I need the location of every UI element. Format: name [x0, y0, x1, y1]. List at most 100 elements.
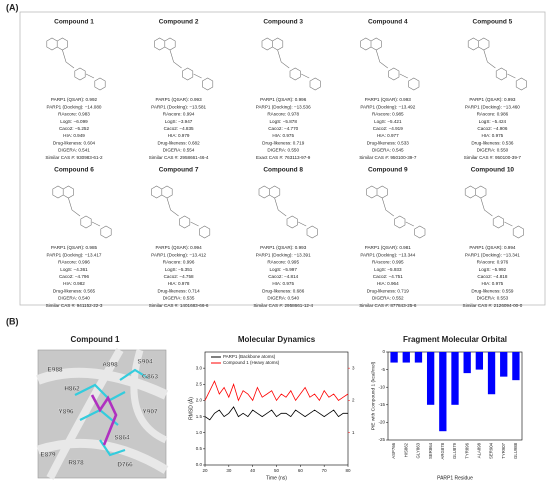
series-line: [204, 380, 349, 402]
structure: [154, 37, 214, 91]
y-tick-label: 2.0: [196, 398, 203, 403]
property: HIA: 0.949: [63, 133, 85, 138]
y-axis-label: RMSD (Å): [187, 397, 194, 420]
property: RAscore: 0.985: [372, 112, 404, 117]
property: Caco2: −4.796: [59, 274, 89, 279]
property: HIA: 0.979: [168, 133, 190, 138]
property: PARP1 (QSAR): 0.981: [365, 245, 412, 250]
property: Caco2: −4.814: [268, 274, 298, 279]
compound-title: Compound 8: [263, 167, 303, 174]
property: DIGERA: 0.552: [372, 296, 404, 301]
property: RAscore: 0.976: [477, 260, 509, 265]
x-tick-label: 80: [345, 468, 351, 473]
property: Similar CAS #: 2126094-00-0: [463, 303, 523, 308]
subpanel-title: Fragment Molecular Orbital: [403, 335, 507, 344]
property: LogS: −6.099: [60, 119, 88, 124]
compound-title: Compound 10: [471, 167, 515, 174]
x-tick-label: 50: [274, 468, 280, 473]
property: RAscore: 0.983: [58, 112, 90, 117]
property: Caco2: −5.252: [59, 126, 89, 131]
property: Caco2: −4.906: [477, 126, 507, 131]
x-tick-label: GLU879: [452, 442, 457, 459]
property: RAscore: 0.986: [477, 112, 509, 117]
residue-label: Y896: [58, 409, 74, 416]
compound-title: Compound 3: [263, 19, 303, 26]
x-axis-label: PARP1 Residue: [437, 475, 473, 481]
property: DIGERA: 0.540: [267, 296, 299, 301]
property: Caco2: −4.751: [373, 274, 403, 279]
property: DIGERA: 0.550: [477, 148, 509, 153]
y-axis-label: PIE with Compound 1 (kcal/mol): [370, 361, 376, 430]
property: Drug-likeness: 0.565: [53, 288, 96, 293]
property: PARP1 (QSAR): 0.985: [51, 245, 98, 250]
property: Caco2: −4.919: [373, 126, 403, 131]
property: PARP1 (Docking): −13.536: [256, 104, 311, 109]
property: HIA: 0.975: [482, 281, 504, 286]
property: DIGERA: 0.545: [372, 148, 404, 153]
ligand: [90, 394, 118, 446]
x-tick-label: TYR896: [464, 442, 469, 458]
property: PARP1 (QSAR): 0.993: [469, 97, 516, 102]
bar: [500, 352, 508, 377]
x-tick-label: ALA898: [477, 442, 482, 458]
y-tick-label: 1.0: [196, 430, 203, 435]
ribbon: [46, 348, 124, 480]
bar: [451, 352, 459, 405]
residue-label: S864: [114, 435, 130, 442]
residue-label: D766: [117, 462, 133, 469]
property: Drug-likeness: 0.686: [262, 288, 305, 293]
residue-label: A898: [102, 362, 118, 369]
property: DIGERA: 0.554: [163, 148, 195, 153]
property: DIGERA: 0.535: [163, 296, 195, 301]
residue-label: E988: [47, 367, 63, 374]
property: LogS: −4.361: [60, 267, 88, 272]
property: PARP1 (Docking): −13.412: [151, 252, 206, 257]
property: Caco2: −4.770: [268, 126, 298, 131]
property: Similar CAS #: 877843-25-6: [359, 303, 417, 308]
property: Drug-likeness: 0.559: [471, 288, 514, 293]
structure: [46, 37, 106, 91]
property: LogS: −5.878: [269, 119, 297, 124]
compound-title: Compound 5: [473, 19, 513, 26]
x-tick-label: GLU988: [513, 442, 518, 459]
property: Caco2: −4.758: [164, 274, 194, 279]
property: RAscore: 0.995: [267, 260, 299, 265]
x-tick-label: 70: [322, 468, 328, 473]
x-tick-label: TYR907: [501, 442, 506, 458]
x-tick-label: SER864: [428, 442, 433, 459]
x-tick-label: 60: [298, 468, 304, 473]
x-tick-label: HIS862: [403, 442, 408, 457]
property: Drug-likeness: 0.682: [158, 140, 201, 145]
y-tick-label: -10: [378, 384, 385, 389]
property: PARP1 (QSAR): 0.994: [156, 245, 203, 250]
structure: [467, 37, 527, 91]
property: HIA: 0.977: [377, 133, 399, 138]
y-tick-label: 1.5: [196, 414, 203, 419]
subpanel-title: Compound 1: [71, 335, 120, 344]
property: HIA: 0.975: [272, 281, 294, 286]
property: PARP1 (Docking): −14.080: [47, 104, 102, 109]
property: Similar CAS #: 1401683-66-6: [149, 303, 209, 308]
property: Drug-likeness: 0.604: [53, 140, 96, 145]
property: Caco2: −4.835: [164, 126, 194, 131]
property: Drug-likeness: 0.533: [367, 140, 410, 145]
property: Caco2: −4.818: [477, 274, 507, 279]
y-tick-label: -5: [381, 367, 385, 372]
property: LogS: −5.424: [479, 119, 507, 124]
property: HIA: 0.978: [168, 281, 190, 286]
property: DIGERA: 0.541: [58, 148, 90, 153]
property: DIGERA: 0.553: [477, 296, 509, 301]
panel-label: (B): [6, 316, 19, 326]
residue-label: R878: [68, 460, 84, 467]
structure: [258, 185, 318, 239]
ribbon: [36, 438, 169, 474]
residue-stick: [74, 383, 126, 402]
residue-stick: [119, 368, 149, 381]
property: PARP1 (Docking): −13.391: [256, 252, 311, 257]
y-tick-label: -15: [378, 402, 385, 407]
property: DIGERA: 0.540: [58, 296, 90, 301]
structure: [52, 185, 112, 239]
x-tick-label: ARG878: [440, 442, 445, 459]
compound-title: Compound 4: [368, 19, 408, 26]
